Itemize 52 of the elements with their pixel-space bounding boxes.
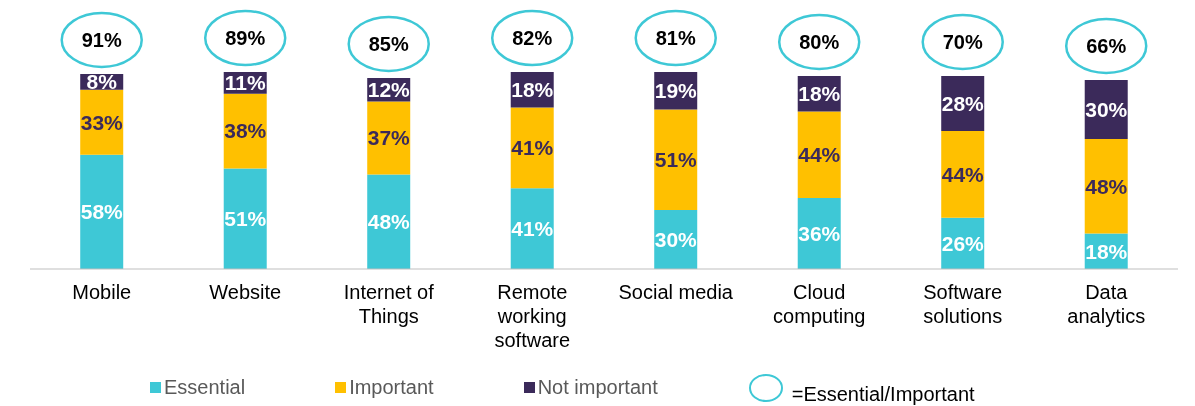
data-label: 48% <box>1085 174 1128 198</box>
bar <box>797 111 841 199</box>
bar <box>510 107 554 189</box>
data-label: 51% <box>224 207 267 231</box>
data-label: 48% <box>367 210 411 234</box>
text: 81% <box>655 27 696 49</box>
data-label: 19% <box>654 79 698 103</box>
data-label: 30% <box>654 227 698 251</box>
text: =Essential/Important <box>791 383 975 406</box>
x-tick-label: Mobile <box>72 281 132 303</box>
bar <box>80 154 124 269</box>
data-label: 37% <box>367 126 411 150</box>
data-label: 28% <box>941 91 985 115</box>
x-tick-label: Remote working software <box>494 281 571 351</box>
text: 89% <box>225 27 266 49</box>
bar <box>367 174 411 269</box>
bar <box>1084 138 1128 234</box>
data-label: 33% <box>80 110 124 134</box>
text: 66% <box>1086 34 1127 57</box>
x-tick-label: Website <box>209 281 282 303</box>
data-label: 30% <box>1085 97 1128 121</box>
bar <box>941 131 985 218</box>
data-label: 18% <box>1085 239 1128 263</box>
legend-label: Essential <box>164 376 246 399</box>
data-label: 41% <box>511 136 554 160</box>
x-tick-label: Internet of Things <box>343 281 435 327</box>
data-label: 44% <box>941 162 985 186</box>
text: 85% <box>368 32 409 55</box>
data-label: 51% <box>654 148 698 172</box>
text: 80% <box>799 30 840 53</box>
data-label: 18% <box>511 78 554 102</box>
x-tick-label: Data analytics <box>1067 281 1146 327</box>
data-label: 11% <box>224 71 266 95</box>
data-label: 38% <box>224 119 267 143</box>
bar <box>654 109 698 210</box>
x-tick-label: Cloud computing <box>773 281 866 327</box>
bar <box>223 168 267 269</box>
data-label: 36% <box>798 221 841 245</box>
data-label: 58% <box>80 200 124 224</box>
data-label: 44% <box>798 143 841 167</box>
text: 91% <box>81 28 122 51</box>
x-tick-label: Social media <box>618 281 734 303</box>
data-label: 8% <box>86 70 118 94</box>
data-label: 41% <box>511 216 554 240</box>
text: 82% <box>512 27 553 49</box>
legend-label: Important <box>349 376 434 399</box>
data-label: 26% <box>941 231 985 255</box>
data-label: 12% <box>367 78 411 102</box>
text: 70% <box>942 30 983 53</box>
data-label: 18% <box>798 82 841 106</box>
legend-label: Not important <box>537 376 658 399</box>
x-tick-label: Software solutions <box>923 281 1003 327</box>
